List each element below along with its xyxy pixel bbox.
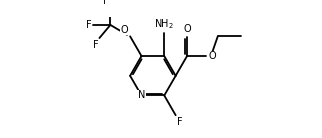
Text: F: F <box>177 117 183 127</box>
Text: F: F <box>86 20 91 30</box>
Text: F: F <box>92 40 98 50</box>
Text: O: O <box>209 51 216 61</box>
Text: O: O <box>183 24 191 34</box>
Text: N: N <box>138 91 145 100</box>
Text: F: F <box>103 0 109 6</box>
Text: NH$_2$: NH$_2$ <box>154 17 174 31</box>
Text: O: O <box>121 25 128 35</box>
